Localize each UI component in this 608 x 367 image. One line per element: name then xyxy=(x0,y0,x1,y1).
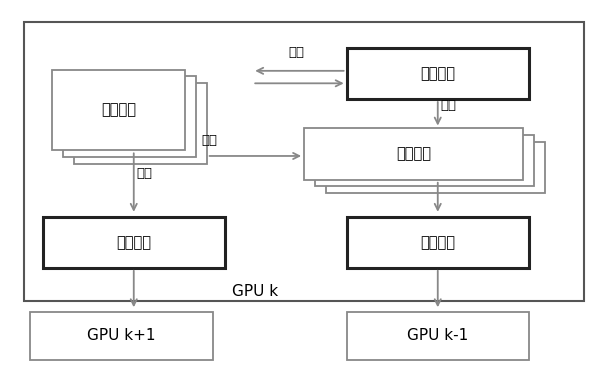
Bar xyxy=(315,135,534,186)
Text: GPU k: GPU k xyxy=(232,284,278,299)
Text: 接收线程: 接收线程 xyxy=(116,235,151,250)
Text: 发送线程: 发送线程 xyxy=(420,235,455,250)
Text: GPU k+1: GPU k+1 xyxy=(88,328,156,343)
Text: 远程工作: 远程工作 xyxy=(396,147,431,161)
Bar xyxy=(43,217,225,268)
Text: 工作线程: 工作线程 xyxy=(420,66,455,81)
Text: 通过: 通过 xyxy=(441,99,457,112)
Text: 通过: 通过 xyxy=(202,134,218,147)
Bar xyxy=(30,312,213,360)
Text: 任务: 任务 xyxy=(136,167,152,180)
Bar xyxy=(347,48,529,99)
Bar xyxy=(24,22,584,301)
Bar xyxy=(347,312,529,360)
Bar xyxy=(52,70,185,150)
Bar xyxy=(326,142,545,193)
Text: GPU k-1: GPU k-1 xyxy=(407,328,468,343)
Bar xyxy=(74,83,207,164)
Text: 本地工作: 本地工作 xyxy=(101,103,136,117)
Bar xyxy=(304,128,523,180)
Text: 任务: 任务 xyxy=(289,46,305,59)
Bar xyxy=(347,217,529,268)
Bar xyxy=(63,76,196,157)
